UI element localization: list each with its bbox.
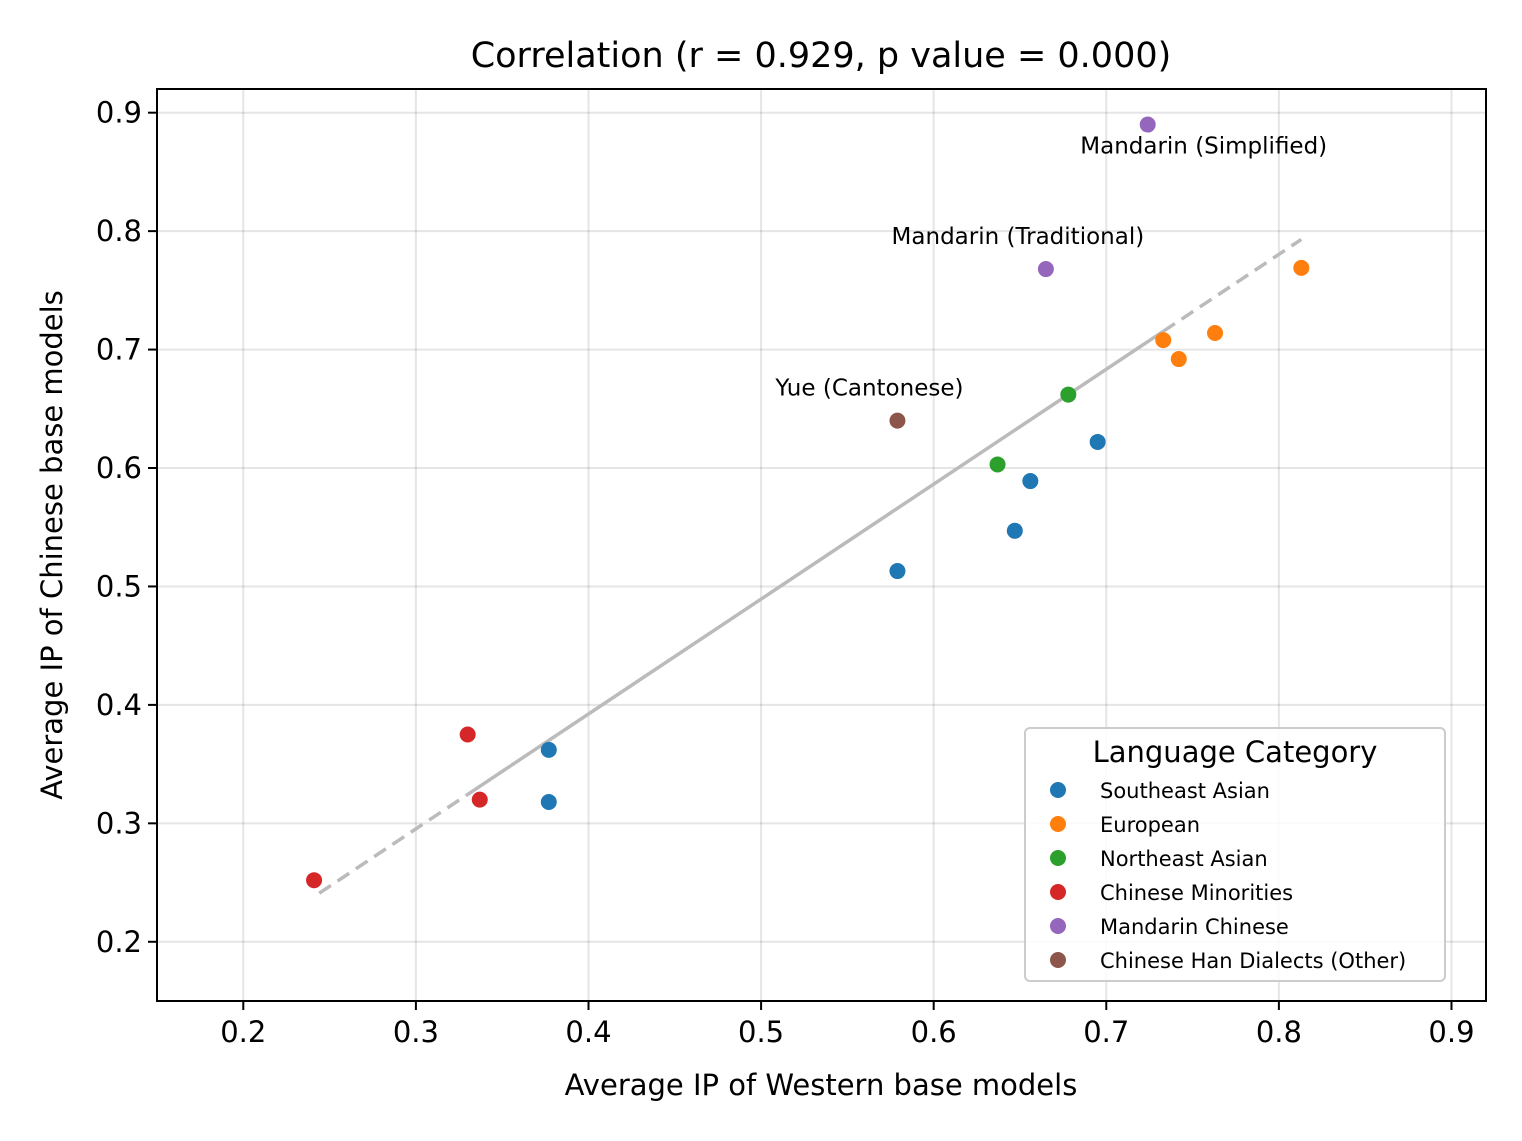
point-southeast-asian: [1006, 522, 1023, 539]
point-chinese-han-dialects-other: [889, 412, 906, 429]
legend-label: Chinese Minorities: [1100, 881, 1293, 905]
point-southeast-asian: [540, 794, 557, 811]
legend-marker: [1050, 918, 1066, 934]
regression-line-dashed-low: [318, 792, 469, 895]
point-mandarin-chinese: [1037, 261, 1054, 278]
point-chinese-minorities: [471, 791, 488, 808]
y-tick-label: 0.7: [96, 333, 142, 367]
y-axis-label: Average IP of Chinese base models: [35, 290, 69, 800]
regression-line-solid: [466, 329, 1165, 796]
legend-marker: [1050, 782, 1066, 798]
legend-label: Southeast Asian: [1100, 779, 1270, 803]
y-tick-label: 0.8: [96, 214, 142, 248]
point-northeast-asian: [989, 456, 1006, 473]
y-tick-label: 0.2: [96, 925, 142, 959]
point-southeast-asian: [1022, 473, 1039, 490]
legend-marker: [1050, 850, 1066, 866]
x-tick-label: 0.8: [1256, 1015, 1302, 1049]
chart-title: Correlation (r = 0.929, p value = 0.000): [471, 36, 1172, 76]
regression-line: [318, 237, 1303, 895]
x-axis-ticks: 0.2 0.3 0.4 0.5 0.6 0.7 0.8 0.9: [220, 1001, 1475, 1049]
legend-marker: [1050, 816, 1066, 832]
x-axis-label: Average IP of Western base models: [565, 1068, 1078, 1102]
x-tick-label: 0.4: [565, 1015, 611, 1049]
x-tick-label: 0.7: [1083, 1015, 1129, 1049]
annotation-label: Mandarin (Simplified): [1080, 134, 1327, 160]
x-tick-label: 0.3: [393, 1015, 439, 1049]
point-chinese-minorities: [459, 726, 476, 743]
annotation-label: Yue (Cantonese): [774, 376, 963, 402]
y-tick-label: 0.6: [96, 451, 142, 485]
annotation-label: Mandarin (Traditional): [892, 224, 1145, 250]
point-european: [1207, 324, 1224, 341]
legend-marker: [1050, 884, 1066, 900]
point-mandarin-chinese: [1139, 116, 1156, 133]
legend-label: Northeast Asian: [1100, 847, 1268, 871]
y-tick-label: 0.5: [96, 569, 142, 603]
point-annotations: Mandarin (Simplified) Mandarin (Tradition…: [774, 134, 1327, 402]
plot-frame: [156, 88, 1487, 1002]
legend-marker: [1050, 952, 1066, 968]
data-points: [306, 116, 1310, 889]
point-european: [1293, 259, 1310, 276]
legend: Language Category Southeast Asian Europea…: [1024, 727, 1446, 982]
point-southeast-asian: [540, 741, 557, 758]
x-tick-label: 0.5: [738, 1015, 784, 1049]
y-tick-label: 0.4: [96, 688, 142, 722]
regression-line-dashed-high: [1162, 237, 1303, 333]
point-european: [1170, 351, 1187, 368]
x-tick-label: 0.2: [220, 1015, 266, 1049]
legend-label: Chinese Han Dialects (Other): [1100, 949, 1406, 973]
legend-label: European: [1100, 813, 1200, 837]
y-tick-label: 0.3: [96, 806, 142, 840]
point-southeast-asian: [889, 563, 906, 580]
legend-title: Language Category: [1093, 735, 1378, 769]
point-european: [1155, 332, 1172, 349]
x-tick-label: 0.6: [911, 1015, 957, 1049]
y-tick-label: 0.9: [96, 96, 142, 130]
y-axis-ticks: 0.2 0.3 0.4 0.5 0.6 0.7 0.8 0.9: [96, 96, 157, 959]
x-tick-label: 0.9: [1428, 1015, 1474, 1049]
legend-box: [1024, 727, 1446, 982]
point-southeast-asian: [1089, 433, 1106, 450]
grid-lines: [157, 89, 1486, 1001]
point-chinese-minorities: [306, 872, 323, 889]
legend-items: Southeast Asian European Northeast Asian Ch…: [1050, 779, 1406, 973]
point-northeast-asian: [1060, 386, 1077, 403]
legend-label: Mandarin Chinese: [1100, 915, 1289, 939]
